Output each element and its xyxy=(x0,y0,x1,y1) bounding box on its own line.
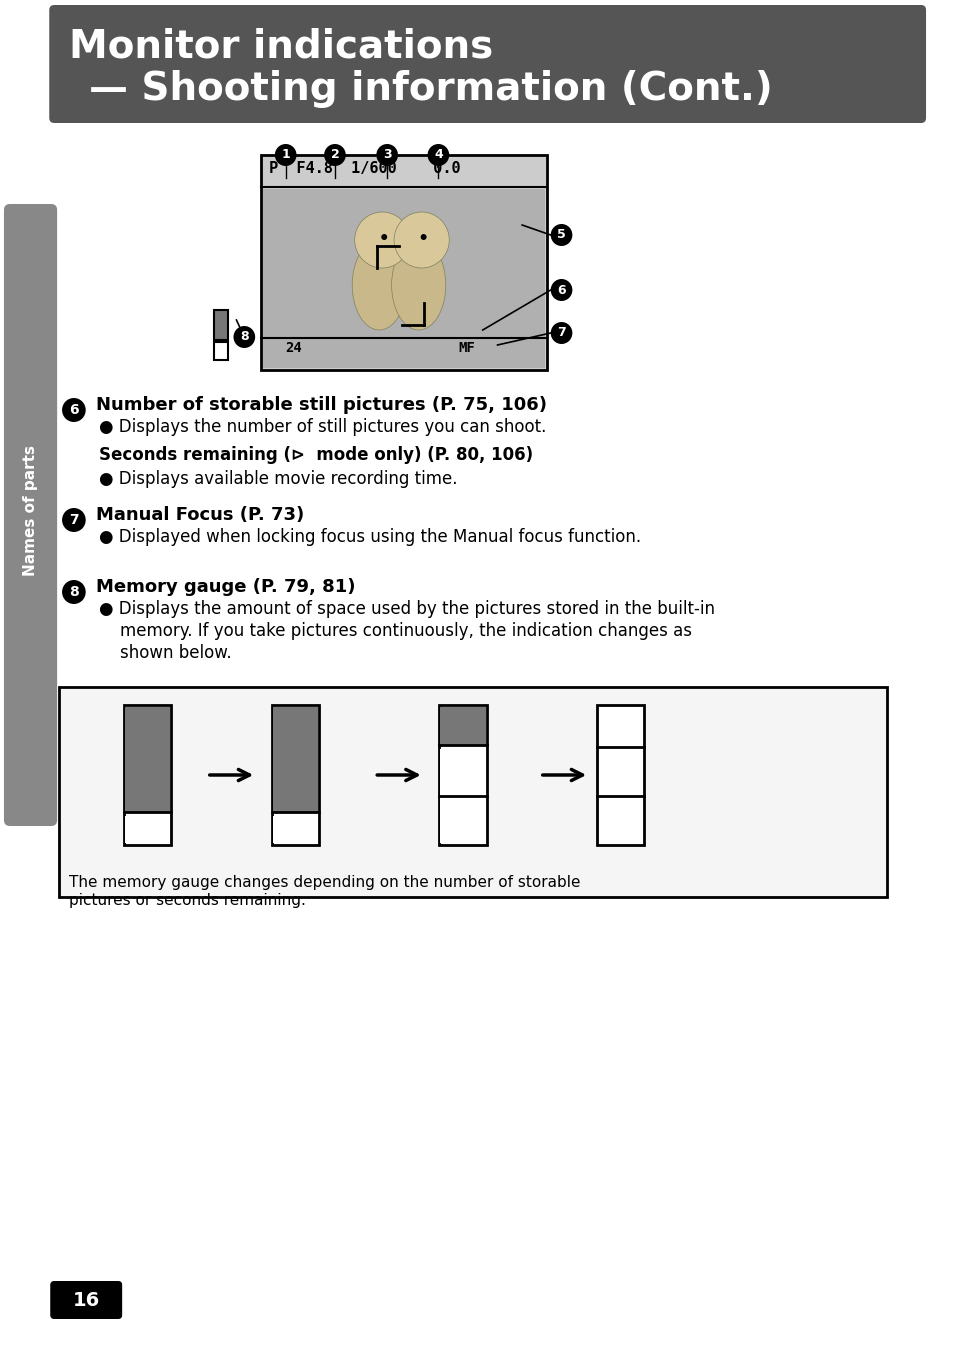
Text: ● Displays the number of still pictures you can shoot.: ● Displays the number of still pictures … xyxy=(98,419,545,436)
Bar xyxy=(125,707,171,812)
Text: P  F4.8  1/600    0.0: P F4.8 1/600 0.0 xyxy=(269,162,460,176)
FancyBboxPatch shape xyxy=(50,5,925,122)
Circle shape xyxy=(62,398,86,423)
Bar xyxy=(272,705,319,845)
Bar xyxy=(440,707,485,744)
Text: 6: 6 xyxy=(557,284,565,296)
Bar xyxy=(59,686,885,896)
Ellipse shape xyxy=(352,240,406,330)
Bar xyxy=(125,816,171,843)
Ellipse shape xyxy=(399,222,414,248)
Circle shape xyxy=(62,507,86,532)
Text: MF: MF xyxy=(457,341,475,355)
Circle shape xyxy=(420,234,426,240)
Bar xyxy=(261,155,546,370)
Circle shape xyxy=(233,326,254,349)
Circle shape xyxy=(394,213,449,268)
Text: ● Displays the amount of space used by the pictures stored in the built-in: ● Displays the amount of space used by t… xyxy=(98,600,714,618)
Ellipse shape xyxy=(391,240,445,330)
Text: Names of parts: Names of parts xyxy=(23,444,38,576)
Text: pictures or seconds remaining.: pictures or seconds remaining. xyxy=(69,892,306,909)
Text: 2: 2 xyxy=(331,148,339,162)
Text: 8: 8 xyxy=(240,331,249,343)
FancyBboxPatch shape xyxy=(4,205,57,826)
Circle shape xyxy=(427,144,449,166)
Text: Manual Focus (P. 73): Manual Focus (P. 73) xyxy=(95,506,303,524)
Text: Seconds remaining (⊳  mode only) (P. 80, 106): Seconds remaining (⊳ mode only) (P. 80, … xyxy=(98,446,532,464)
Bar xyxy=(273,707,318,812)
Text: Memory gauge (P. 79, 81): Memory gauge (P. 79, 81) xyxy=(95,577,355,596)
Bar xyxy=(213,310,228,341)
Text: shown below.: shown below. xyxy=(98,643,231,662)
Circle shape xyxy=(381,234,387,240)
Circle shape xyxy=(550,279,572,302)
Text: 7: 7 xyxy=(69,513,78,528)
Circle shape xyxy=(274,144,296,166)
Text: Monitor indications: Monitor indications xyxy=(69,28,493,66)
Circle shape xyxy=(375,144,397,166)
Text: 7: 7 xyxy=(557,327,565,339)
Text: 3: 3 xyxy=(382,148,391,162)
Circle shape xyxy=(355,213,410,268)
Bar xyxy=(597,705,643,845)
Circle shape xyxy=(324,144,345,166)
Bar xyxy=(273,816,318,843)
Ellipse shape xyxy=(359,222,375,248)
Text: 1: 1 xyxy=(281,148,290,162)
Circle shape xyxy=(550,322,572,345)
Text: 5: 5 xyxy=(557,229,565,241)
Circle shape xyxy=(550,223,572,246)
Text: The memory gauge changes depending on the number of storable: The memory gauge changes depending on th… xyxy=(69,875,579,890)
Text: 6: 6 xyxy=(69,402,78,417)
Text: memory. If you take pictures continuously, the indication changes as: memory. If you take pictures continuousl… xyxy=(98,622,691,639)
Text: 16: 16 xyxy=(73,1291,100,1310)
Text: 24: 24 xyxy=(285,341,302,355)
Text: 8: 8 xyxy=(69,586,79,599)
Bar xyxy=(440,748,485,843)
Text: ● Displays available movie recording time.: ● Displays available movie recording tim… xyxy=(98,470,456,489)
Bar xyxy=(213,342,228,359)
Circle shape xyxy=(62,580,86,604)
Text: ● Displayed when locking focus using the Manual focus function.: ● Displayed when locking focus using the… xyxy=(98,528,640,546)
Text: — Shooting information (Cont.): — Shooting information (Cont.) xyxy=(89,70,772,108)
Text: Number of storable still pictures (P. 75, 106): Number of storable still pictures (P. 75… xyxy=(95,396,546,415)
Bar xyxy=(124,705,172,845)
FancyBboxPatch shape xyxy=(51,1281,122,1319)
Bar xyxy=(263,188,544,367)
Bar xyxy=(439,705,486,845)
Text: 4: 4 xyxy=(434,148,442,162)
